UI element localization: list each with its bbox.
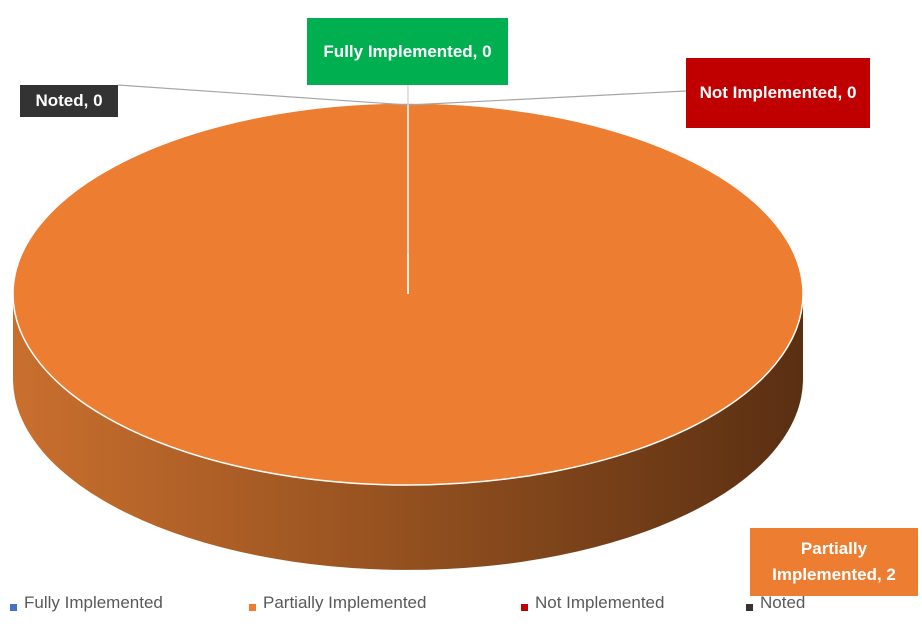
legend-label: Fully Implemented xyxy=(24,593,163,612)
legend-label: Noted xyxy=(760,593,806,612)
legend-label: Partially Implemented xyxy=(263,593,427,612)
data-label: Fully Implemented, 0 xyxy=(307,18,508,85)
legend-swatch xyxy=(521,604,528,611)
legend-label: Not Implemented xyxy=(535,593,665,612)
data-label: Not Implemented, 0 xyxy=(686,58,870,128)
leader-line xyxy=(407,90,687,106)
legend-swatch xyxy=(249,604,256,611)
data-label: Noted, 0 xyxy=(20,85,118,117)
leader-line xyxy=(117,84,409,106)
legend-swatch xyxy=(10,604,17,611)
legend-swatch xyxy=(746,604,753,611)
data-label: Partially Implemented, 2 xyxy=(750,528,918,596)
pie-side xyxy=(13,294,803,570)
